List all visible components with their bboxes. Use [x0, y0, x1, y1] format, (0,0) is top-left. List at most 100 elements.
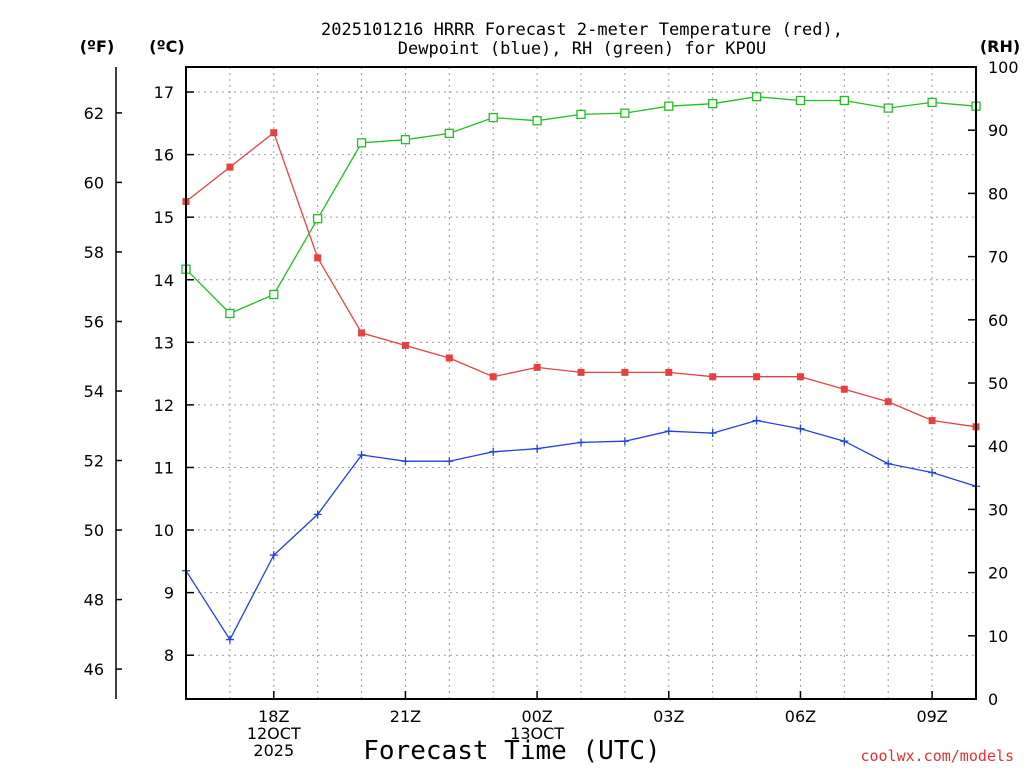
dewpoint-point-24 [533, 444, 542, 453]
dewpoint-point-19 [313, 510, 322, 519]
rh-tick-label-100: 100 [988, 58, 1019, 77]
celsius-tick-label-13: 13 [154, 333, 174, 352]
rh-point-29 [751, 92, 762, 102]
rh-point-25 [576, 109, 586, 120]
rh-point-22 [444, 128, 454, 139]
temperature-point-18 [270, 129, 278, 137]
celsius-tick-label-16: 16 [154, 146, 174, 165]
fahrenheit-tick-label-46: 46 [84, 660, 104, 679]
rh-point-26 [620, 108, 630, 118]
temperature-point-20 [358, 329, 366, 337]
rh-unit-label: (RH) [980, 37, 1020, 56]
credit-text: coolwx.com/models [860, 747, 1014, 765]
dewpoint-point-28 [708, 429, 717, 438]
rh-tick-label-70: 70 [988, 248, 1008, 267]
temperature-point-27 [665, 368, 673, 376]
celsius-tick-label-10: 10 [154, 521, 174, 540]
rh-point-33 [927, 97, 937, 108]
rh-point-27 [664, 101, 674, 111]
fahrenheit-tick-label-48: 48 [84, 591, 104, 610]
x-tick-label-21-0: 21Z [390, 707, 421, 726]
temperature-point-23 [489, 373, 497, 381]
rh-point-21 [400, 135, 411, 145]
rh-tick-label-20: 20 [988, 564, 1008, 583]
rh-point-19 [313, 214, 323, 224]
celsius-unit-label: (ºC) [149, 37, 184, 56]
rh-point-17 [225, 308, 235, 319]
celsius-tick-label-11: 11 [154, 458, 174, 477]
dewpoint-point-17 [225, 635, 234, 644]
dewpoint-point-29 [752, 416, 761, 425]
fahrenheit-tick-label-52: 52 [84, 452, 104, 471]
rh-tick-label-30: 30 [988, 500, 1008, 519]
chart-title-line1: 2025101216 HRRR Forecast 2-meter Tempera… [321, 20, 843, 40]
dewpoint-point-20 [357, 450, 366, 459]
x-tick-label-18-2: 2025 [253, 741, 294, 760]
dewpoint-point-26 [620, 437, 629, 446]
celsius-tick-label-12: 12 [154, 396, 174, 415]
fahrenheit-tick-label-62: 62 [84, 104, 104, 123]
temperature-point-17 [226, 163, 234, 171]
rh-tick-label-90: 90 [988, 121, 1008, 140]
temperature-point-25 [577, 368, 585, 376]
temperature-point-31 [840, 385, 848, 393]
rh-tick-label-10: 10 [988, 627, 1008, 646]
dewpoint-point-31 [840, 437, 849, 446]
rh-point-32 [883, 103, 893, 113]
dewpoint-point-23 [489, 447, 498, 456]
celsius-tick-label-8: 8 [164, 646, 174, 665]
rh-point-31 [839, 95, 849, 106]
fahrenheit-tick-label-54: 54 [84, 382, 104, 401]
x-tick-label-24-1: 13OCT [510, 724, 564, 743]
temperature-point-19 [314, 254, 322, 262]
fahrenheit-tick-label-56: 56 [84, 312, 104, 331]
rh-point-20 [356, 138, 367, 148]
temperature-point-29 [753, 373, 761, 381]
celsius-tick-label-15: 15 [154, 208, 174, 227]
celsius-tick-label-9: 9 [164, 584, 174, 603]
celsius-tick-label-17: 17 [154, 83, 174, 102]
x-tick-label-30-0: 06Z [785, 707, 816, 726]
fahrenheit-unit-label: (ºF) [80, 37, 115, 56]
dewpoint-point-25 [577, 438, 585, 447]
rh-point-23 [488, 112, 498, 123]
fahrenheit-tick-label-60: 60 [84, 173, 104, 192]
plot-frame [185, 66, 977, 700]
temperature-point-28 [709, 373, 717, 381]
rh-tick-label-60: 60 [988, 311, 1008, 330]
dewpoint-point-22 [445, 457, 454, 466]
temperature-point-32 [884, 398, 892, 406]
x-tick-label-27-0: 03Z [653, 707, 684, 726]
rh-tick-label-40: 40 [988, 437, 1008, 456]
grid-lines [186, 67, 976, 699]
rh-point-28 [708, 99, 718, 109]
fahrenheit-tick-label-58: 58 [84, 243, 104, 262]
rh-point-18 [269, 289, 279, 300]
dewpoint-point-27 [664, 427, 673, 436]
chart-title-line2: Dewpoint (blue), RH (green) for KPOU [398, 39, 766, 59]
temperature-point-30 [796, 373, 804, 381]
temperature-point-26 [621, 368, 629, 376]
x-tick-label-33-0: 09Z [916, 707, 947, 726]
rh-point-24 [532, 116, 542, 126]
x-tick-label-18-1: 12OCT [247, 724, 301, 743]
dewpoint-point-33 [928, 468, 937, 477]
temperature-point-33 [928, 417, 936, 425]
temperature-point-22 [445, 354, 453, 362]
rh-tick-label-0: 0 [988, 690, 998, 709]
dewpoint-point-30 [796, 424, 805, 433]
rh-tick-label-50: 50 [988, 374, 1008, 393]
fahrenheit-tick-label-50: 50 [84, 521, 104, 540]
axes: 8 9 10 11 12 13 14 15 16 17 46 48 50 52 54 56 58 60 62 0 10 2… [84, 58, 1019, 760]
x-axis-label: Forecast Time (UTC) [363, 736, 660, 766]
celsius-tick-label-14: 14 [154, 271, 174, 290]
rh-point-30 [795, 95, 806, 106]
x-tick-label-18-0: 18Z [258, 707, 289, 726]
dewpoint-point-32 [884, 459, 893, 468]
temperature-point-24 [533, 363, 541, 371]
dewpoint-point-18 [269, 551, 278, 560]
dewpoint-point-21 [401, 457, 410, 466]
rh-tick-label-80: 80 [988, 184, 1008, 203]
temperature-point-21 [401, 341, 409, 349]
